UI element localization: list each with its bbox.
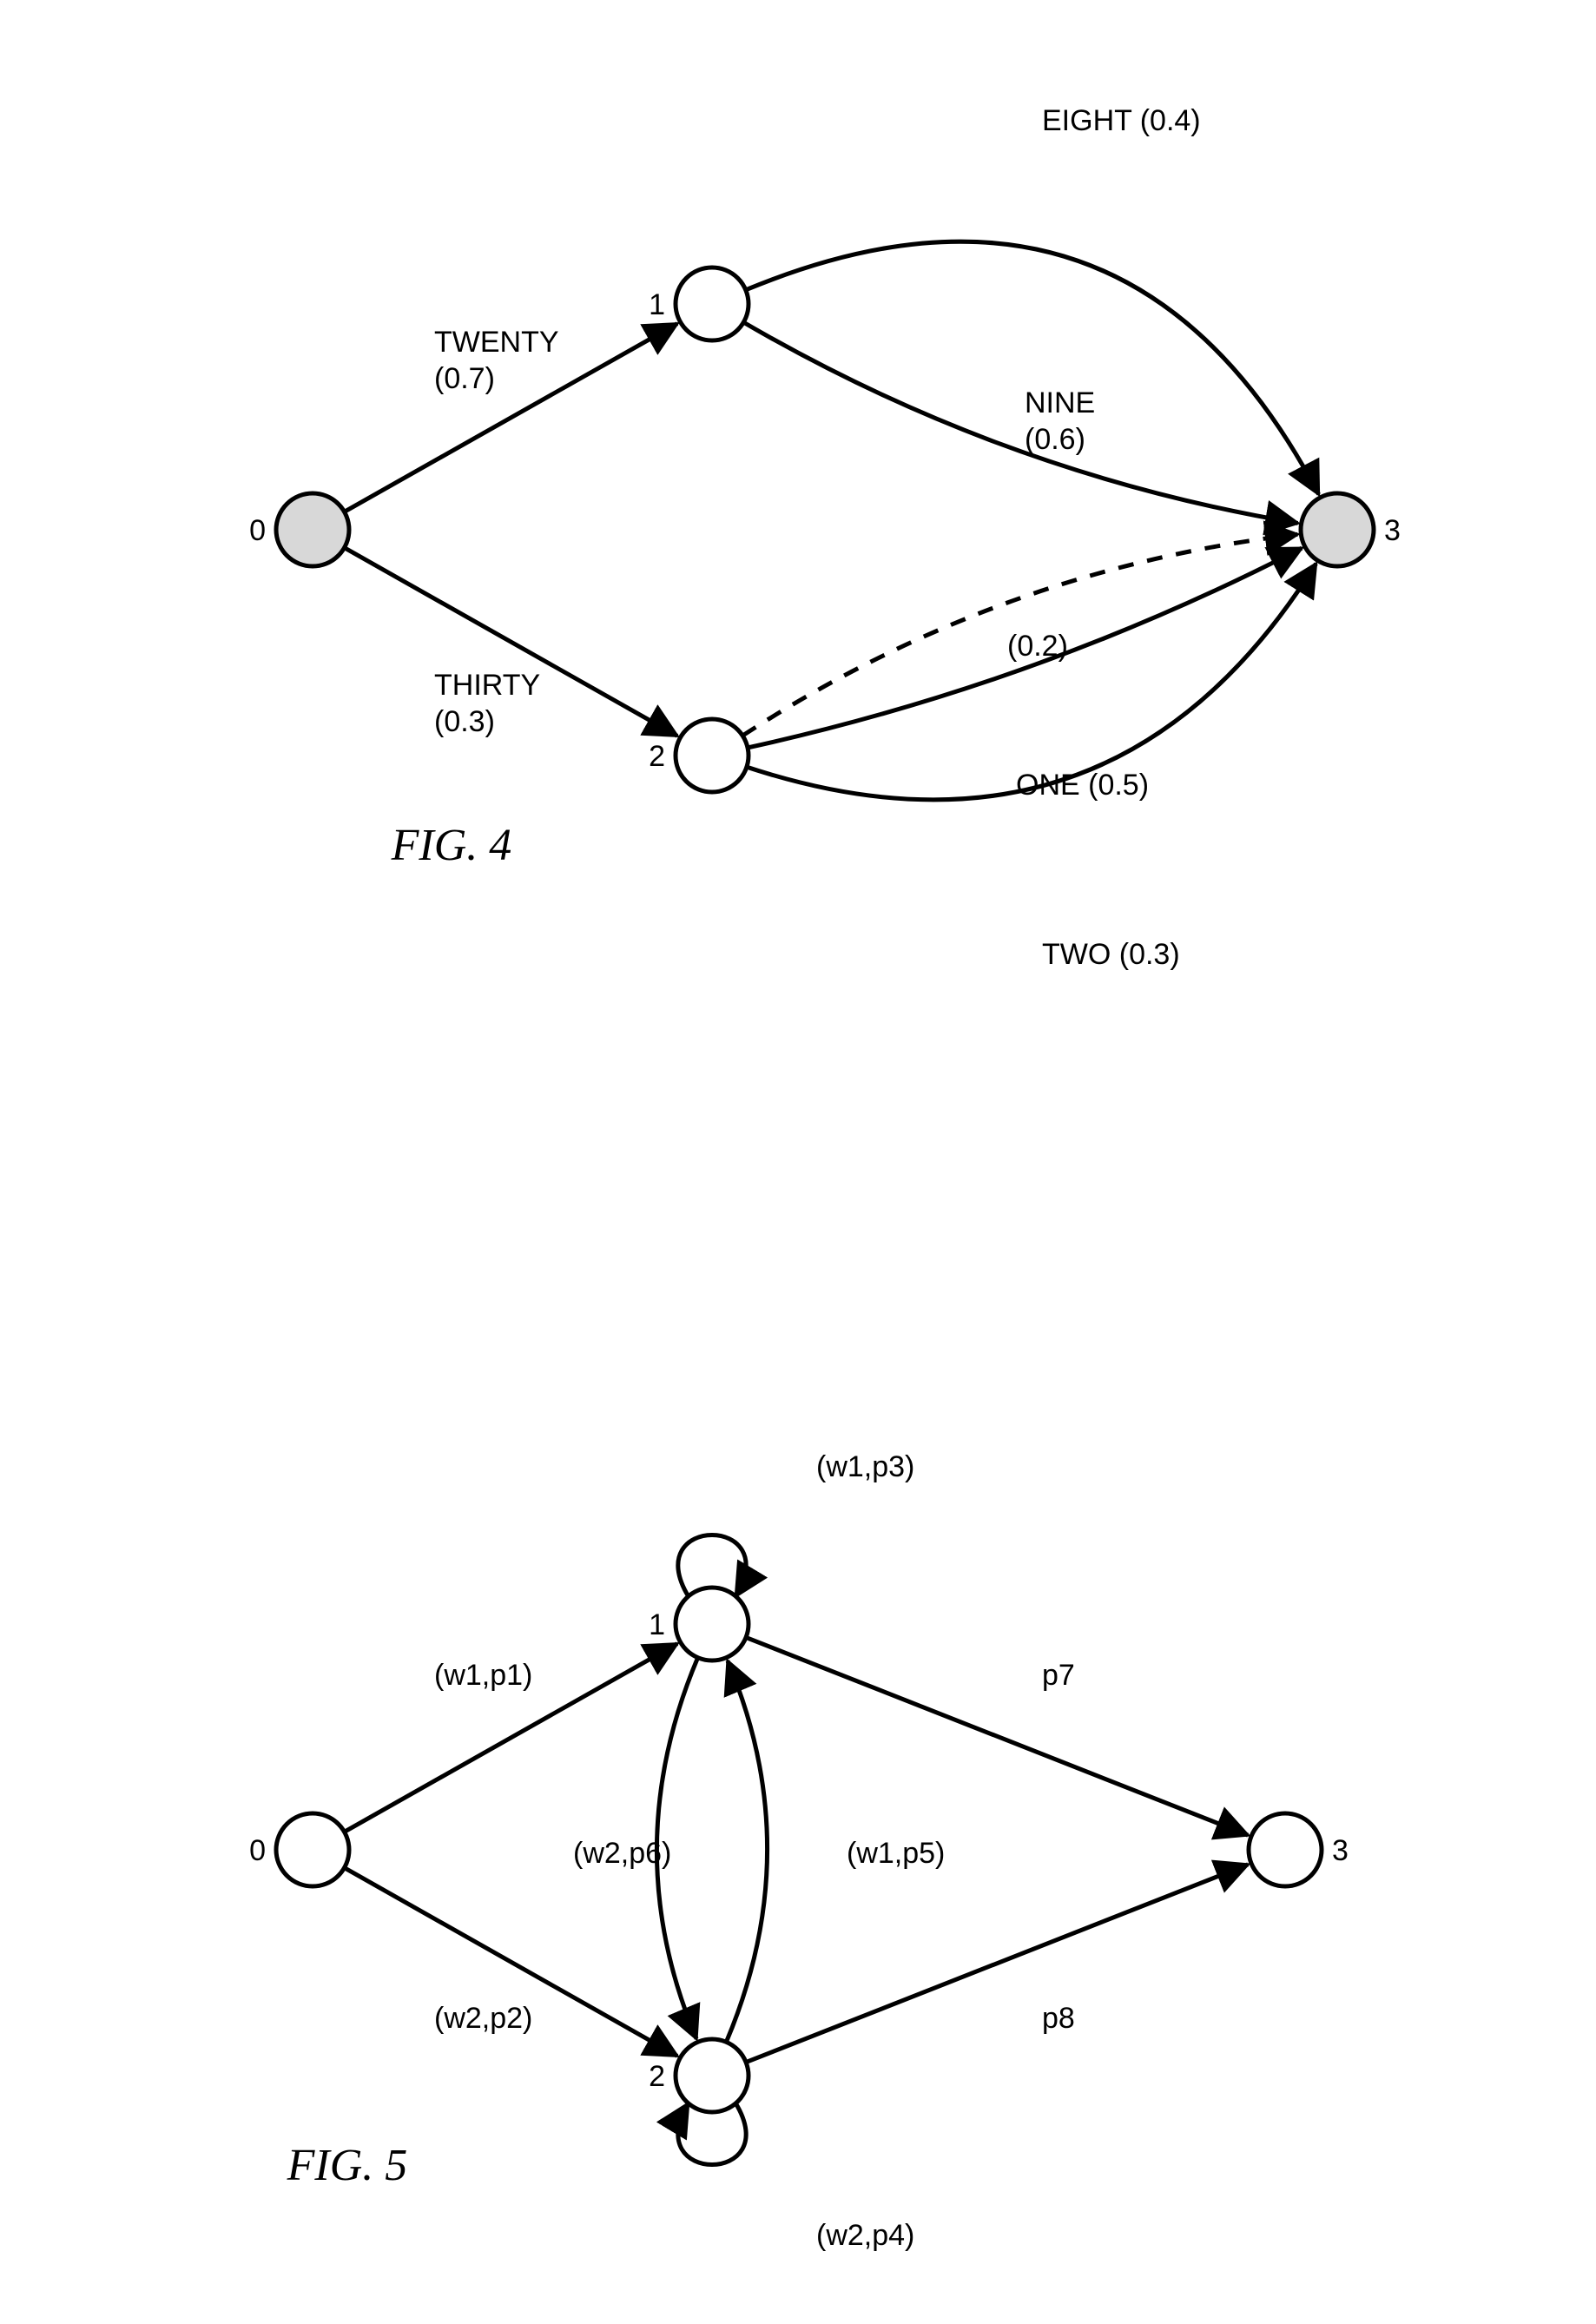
fig4-node-1 xyxy=(676,267,749,340)
fig4-edge-1-3-eight-label: EIGHT (0.4) xyxy=(1042,104,1201,137)
fig4-caption: FIG. 4 xyxy=(391,821,512,870)
fig4-node-0-label: 0 xyxy=(249,514,266,547)
fig5-edge-0-1-label: (w1,p1) xyxy=(434,1659,532,1692)
fig5-edge-1-3 xyxy=(746,1637,1248,1835)
fig5-edge-1-3-label: p7 xyxy=(1042,1659,1075,1692)
fig5-caption: FIG. 5 xyxy=(287,2141,408,2190)
fig4-node-0 xyxy=(276,493,349,566)
fig5-edge-2-1-label: (w1,p5) xyxy=(847,1837,945,1870)
diagram-canvas: 0 1 2 3 TWENTY(0.7) THIRTY(0.3) EIGHT (0.4) NIN… xyxy=(0,0,1596,2324)
fig4-edge-2-3-one-label: ONE (0.5) xyxy=(1016,769,1149,802)
fig5-node-1-label: 1 xyxy=(649,1608,665,1641)
fig4-node-3-label: 3 xyxy=(1384,514,1401,547)
fig5-node-2-label: 2 xyxy=(649,2060,665,2093)
fig5-node-3 xyxy=(1249,1813,1322,1886)
fig4-node-2 xyxy=(676,719,749,792)
fig4-edge-1-3-nine-label-1: NINE xyxy=(1025,386,1095,419)
fig5-edge-1-2-label: (w2,p6) xyxy=(573,1837,671,1870)
fig5-node-2 xyxy=(676,2039,749,2112)
fig4-edge-0-2 xyxy=(345,548,677,736)
fig5-edge-2-3-label: p8 xyxy=(1042,2002,1075,2035)
fig4-edge-0-2-label-1: THIRTY xyxy=(434,669,540,702)
fig5-loop-2-label: (w2,p4) xyxy=(816,2219,914,2252)
fig4-edge-2-3-two-label: TWO (0.3) xyxy=(1042,938,1180,971)
fig4-edge-2-3-two xyxy=(747,564,1316,800)
fig4-node-3 xyxy=(1301,493,1374,566)
fig4-node-2-label: 2 xyxy=(649,740,665,773)
fig4-edge-0-1-label-1: TWENTY xyxy=(434,326,559,359)
fig5-edge-2-3 xyxy=(746,1865,1248,2063)
fig5-node-3-label: 3 xyxy=(1332,1834,1349,1867)
fig4-node-1-label: 1 xyxy=(649,288,665,321)
fig4-edge-1-3-nine-label-2: (0.6) xyxy=(1025,423,1085,456)
fig5-node-1 xyxy=(676,1588,749,1660)
fig4-edge-1-3-nine xyxy=(743,322,1297,523)
fig5-edge-0-2-label: (w2,p2) xyxy=(434,2002,532,2035)
fig4-edge-2-3-eps-label: (0.2) xyxy=(1007,630,1068,663)
fig5-node-0 xyxy=(276,1813,349,1886)
fig4-edge-0-1-label-2: (0.7) xyxy=(434,362,495,395)
fig5-node-0-label: 0 xyxy=(249,1834,266,1867)
fig5-edge-2-1 xyxy=(726,1660,767,2042)
fig4-edge-0-2-label-2: (0.3) xyxy=(434,705,495,738)
fig5-loop-1-label: (w1,p3) xyxy=(816,1450,914,1483)
